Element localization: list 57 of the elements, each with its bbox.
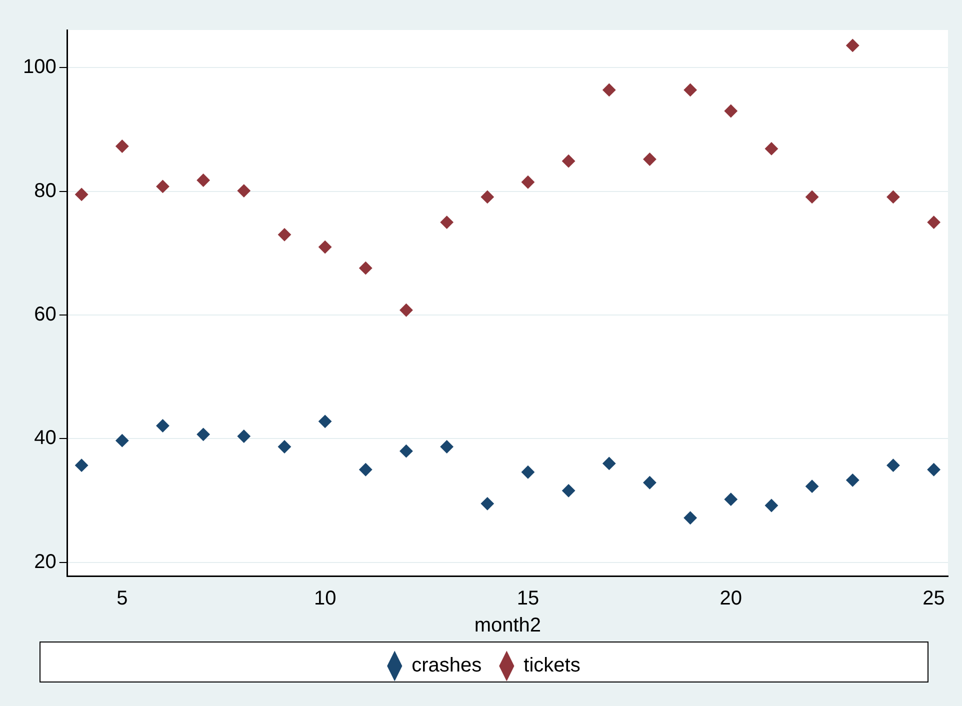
point (237, 184, 250, 198)
point (643, 476, 656, 490)
point (927, 463, 940, 476)
legend-label: crashes (412, 654, 482, 677)
point (886, 458, 900, 472)
point (440, 216, 454, 229)
point (521, 466, 534, 479)
point (886, 190, 900, 204)
point (684, 511, 697, 524)
point (806, 480, 819, 493)
point (521, 176, 534, 189)
y-tick-label: 100 (22, 56, 56, 78)
legend-label: tickets (524, 654, 580, 677)
point (196, 174, 210, 187)
point (75, 188, 88, 201)
point (318, 414, 332, 428)
point (846, 38, 860, 52)
point (318, 240, 332, 254)
point (684, 83, 697, 96)
point (806, 190, 819, 204)
point (480, 497, 494, 510)
point (196, 428, 210, 441)
x-tick-label: 15 (516, 588, 540, 610)
point (764, 499, 778, 512)
point (562, 484, 576, 498)
x-tick-label: 20 (720, 588, 742, 610)
point (116, 434, 129, 448)
point (278, 228, 291, 242)
point (602, 456, 616, 470)
point (764, 142, 778, 156)
point (400, 304, 413, 317)
point (237, 430, 250, 443)
point (927, 216, 940, 229)
point (440, 440, 454, 454)
y-tick-label: 80 (34, 180, 56, 202)
point (643, 152, 656, 166)
point (724, 104, 738, 118)
point (156, 180, 170, 193)
point (724, 492, 738, 506)
point (116, 140, 129, 153)
x-axis-title: month2 (474, 614, 542, 637)
y-tick-label: 20 (34, 550, 56, 573)
y-tick-label: 60 (34, 304, 56, 326)
point (602, 83, 616, 96)
x-tick-label: 25 (922, 588, 945, 610)
x-tick-label: 10 (314, 588, 336, 610)
point (359, 463, 372, 476)
point (562, 154, 576, 168)
point (75, 458, 88, 472)
point (400, 444, 413, 458)
y-tick-label: 40 (34, 427, 56, 450)
point (846, 474, 860, 487)
point (156, 419, 170, 432)
point (278, 440, 291, 454)
x-tick-label: 5 (116, 588, 128, 610)
point (359, 262, 372, 275)
point (480, 190, 494, 204)
